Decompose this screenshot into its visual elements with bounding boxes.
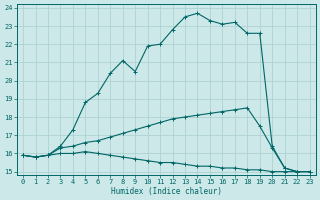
X-axis label: Humidex (Indice chaleur): Humidex (Indice chaleur) [111,187,222,196]
